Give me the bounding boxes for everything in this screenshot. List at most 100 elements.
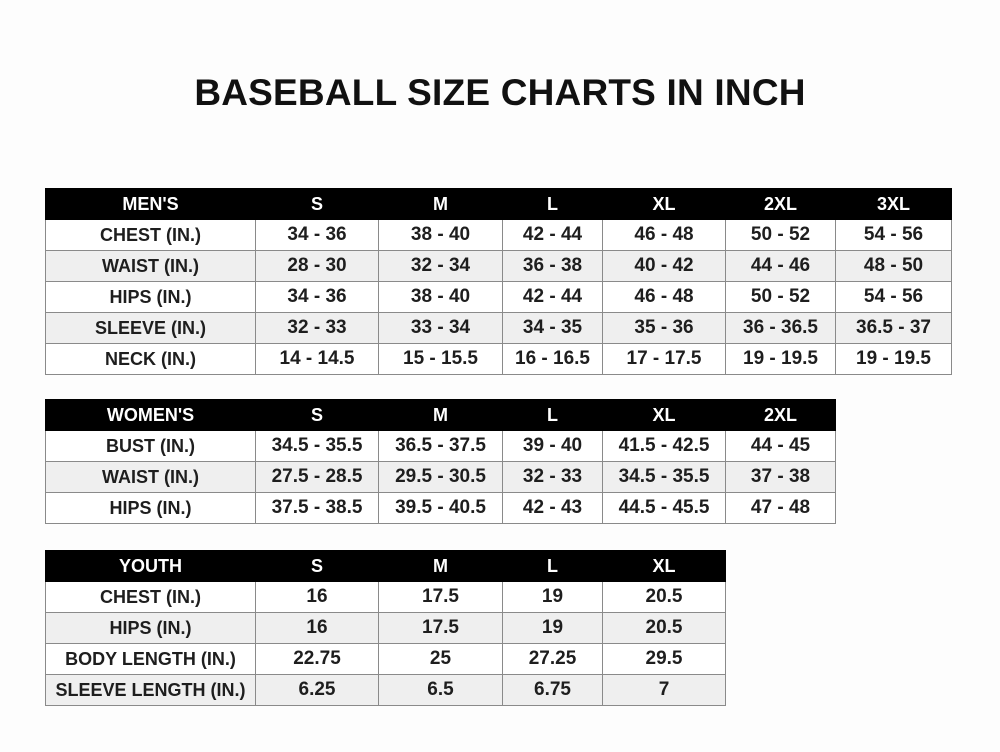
measurement-cell: 19 xyxy=(502,581,603,613)
measurement-cell: 39 - 40 xyxy=(502,430,603,462)
measurement-cell: 27.25 xyxy=(502,643,603,675)
measurement-cell: 36 - 36.5 xyxy=(725,312,836,344)
measurement-cell: 34.5 - 35.5 xyxy=(255,430,379,462)
size-header: M xyxy=(378,399,503,431)
measurement-cell: 32 - 33 xyxy=(502,461,603,493)
measurement-cell: 34.5 - 35.5 xyxy=(602,461,726,493)
measurement-cell: 38 - 40 xyxy=(378,219,503,251)
measurement-cell: 27.5 - 28.5 xyxy=(255,461,379,493)
measurement-label: HIPS (IN.) xyxy=(45,612,256,644)
measurement-cell: 42 - 44 xyxy=(502,281,603,313)
measurement-cell: 50 - 52 xyxy=(725,219,836,251)
youth-size-table: YOUTH S M L XL CHEST (IN.) 16 17.5 19 20.5 HIPS (I… xyxy=(45,550,726,706)
measurement-cell: 47 - 48 xyxy=(725,492,836,524)
category-header: YOUTH xyxy=(45,550,256,582)
measurement-cell: 42 - 44 xyxy=(502,219,603,251)
table-row: SLEEVE LENGTH (IN.) 6.25 6.5 6.75 7 xyxy=(45,674,726,706)
measurement-cell: 42 - 43 xyxy=(502,492,603,524)
measurement-cell: 29.5 - 30.5 xyxy=(378,461,503,493)
measurement-cell: 34 - 36 xyxy=(255,219,379,251)
table-row: CHEST (IN.) 16 17.5 19 20.5 xyxy=(45,581,726,613)
page-title: BASEBALL SIZE CHARTS IN INCH xyxy=(194,72,806,113)
measurement-cell: 38 - 40 xyxy=(378,281,503,313)
measurement-cell: 29.5 xyxy=(602,643,726,675)
measurement-label: HIPS (IN.) xyxy=(45,492,256,524)
measurement-label: BUST (IN.) xyxy=(45,430,256,462)
measurement-label: WAIST (IN.) xyxy=(45,250,256,282)
category-header: MEN'S xyxy=(45,188,256,220)
table-row: HIPS (IN.) 16 17.5 19 20.5 xyxy=(45,612,726,644)
measurement-cell: 36 - 38 xyxy=(502,250,603,282)
measurement-cell: 17.5 xyxy=(378,581,503,613)
size-header: L xyxy=(502,550,603,582)
header-row: YOUTH S M L XL xyxy=(45,550,726,582)
measurement-cell: 28 - 30 xyxy=(255,250,379,282)
measurement-cell: 44 - 45 xyxy=(725,430,836,462)
size-header: L xyxy=(502,399,603,431)
size-header: XL xyxy=(602,188,726,220)
measurement-cell: 50 - 52 xyxy=(725,281,836,313)
measurement-label: BODY LENGTH (IN.) xyxy=(45,643,256,675)
size-header: M xyxy=(378,550,503,582)
measurement-cell: 6.5 xyxy=(378,674,503,706)
measurement-cell: 19 xyxy=(502,612,603,644)
measurement-cell: 25 xyxy=(378,643,503,675)
measurement-cell: 19 - 19.5 xyxy=(835,343,952,375)
measurement-cell: 17 - 17.5 xyxy=(602,343,726,375)
measurement-cell: 37.5 - 38.5 xyxy=(255,492,379,524)
table-row: BUST (IN.) 34.5 - 35.5 36.5 - 37.5 39 - 40 4… xyxy=(45,430,836,462)
measurement-cell: 16 xyxy=(255,612,379,644)
table-row: SLEEVE (IN.) 32 - 33 33 - 34 34 - 35 35 - 36… xyxy=(45,312,952,344)
measurement-cell: 7 xyxy=(602,674,726,706)
measurement-cell: 22.75 xyxy=(255,643,379,675)
size-header: 2XL xyxy=(725,188,836,220)
table-row: HIPS (IN.) 34 - 36 38 - 40 42 - 44 46 - 48 50… xyxy=(45,281,952,313)
table-row: BODY LENGTH (IN.) 22.75 25 27.25 29.5 xyxy=(45,643,726,675)
measurement-label: SLEEVE LENGTH (IN.) xyxy=(45,674,256,706)
measurement-cell: 19 - 19.5 xyxy=(725,343,836,375)
measurement-cell: 46 - 48 xyxy=(602,219,726,251)
measurement-cell: 6.75 xyxy=(502,674,603,706)
size-header: M xyxy=(378,188,503,220)
measurement-label: CHEST (IN.) xyxy=(45,219,256,251)
measurement-cell: 34 - 35 xyxy=(502,312,603,344)
size-header: S xyxy=(255,550,379,582)
measurement-cell: 40 - 42 xyxy=(602,250,726,282)
measurement-cell: 44 - 46 xyxy=(725,250,836,282)
measurement-label: SLEEVE (IN.) xyxy=(45,312,256,344)
table-row: NECK (IN.) 14 - 14.5 15 - 15.5 16 - 16.5 17 … xyxy=(45,343,952,375)
measurement-label: WAIST (IN.) xyxy=(45,461,256,493)
measurement-cell: 44.5 - 45.5 xyxy=(602,492,726,524)
size-header: XL xyxy=(602,550,726,582)
measurement-cell: 20.5 xyxy=(602,612,726,644)
measurement-label: NECK (IN.) xyxy=(45,343,256,375)
measurement-cell: 14 - 14.5 xyxy=(255,343,379,375)
size-header: 3XL xyxy=(835,188,952,220)
measurement-cell: 48 - 50 xyxy=(835,250,952,282)
table-row: HIPS (IN.) 37.5 - 38.5 39.5 - 40.5 42 - 43 4… xyxy=(45,492,836,524)
mens-size-table: MEN'S S M L XL 2XL 3XL CHEST (IN.) 34 - 36 38 - 4… xyxy=(45,188,952,375)
measurement-label: CHEST (IN.) xyxy=(45,581,256,613)
size-header: 2XL xyxy=(725,399,836,431)
header-row: MEN'S S M L XL 2XL 3XL xyxy=(45,188,952,220)
measurement-cell: 20.5 xyxy=(602,581,726,613)
measurement-cell: 37 - 38 xyxy=(725,461,836,493)
size-header: S xyxy=(255,399,379,431)
measurement-cell: 6.25 xyxy=(255,674,379,706)
measurement-cell: 54 - 56 xyxy=(835,281,952,313)
womens-size-table: WOMEN'S S M L XL 2XL BUST (IN.) 34.5 - 35.5 36.5… xyxy=(45,399,836,524)
measurement-cell: 33 - 34 xyxy=(378,312,503,344)
measurement-cell: 17.5 xyxy=(378,612,503,644)
measurement-cell: 54 - 56 xyxy=(835,219,952,251)
measurement-cell: 36.5 - 37 xyxy=(835,312,952,344)
size-header: S xyxy=(255,188,379,220)
measurement-cell: 35 - 36 xyxy=(602,312,726,344)
size-header: L xyxy=(502,188,603,220)
measurement-cell: 34 - 36 xyxy=(255,281,379,313)
table-row: WAIST (IN.) 28 - 30 32 - 34 36 - 38 40 - 42 4… xyxy=(45,250,952,282)
table-row: WAIST (IN.) 27.5 - 28.5 29.5 - 30.5 32 - 33… xyxy=(45,461,836,493)
header-row: WOMEN'S S M L XL 2XL xyxy=(45,399,836,431)
measurement-cell: 32 - 33 xyxy=(255,312,379,344)
measurement-cell: 36.5 - 37.5 xyxy=(378,430,503,462)
measurement-cell: 16 xyxy=(255,581,379,613)
